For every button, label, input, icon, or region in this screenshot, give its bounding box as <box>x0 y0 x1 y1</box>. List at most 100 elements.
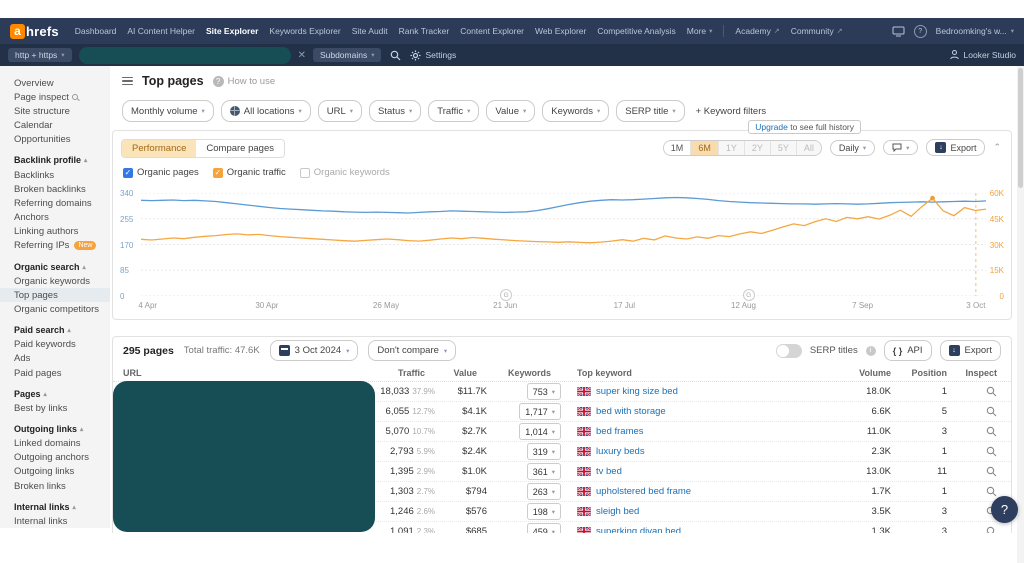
range-2y[interactable]: 2Y <box>744 141 770 155</box>
filter-keywords[interactable]: Keywords▾ <box>542 100 609 122</box>
column-header-inspect[interactable]: Inspect <box>947 368 1001 378</box>
looker-studio-link[interactable]: Looker Studio <box>950 50 1016 60</box>
top-keyword-link[interactable]: super king size bed <box>596 386 678 397</box>
sidebar-item-opportunities[interactable]: Opportunities <box>0 133 110 147</box>
filter-monthly-volume[interactable]: Monthly volume▾ <box>122 100 214 122</box>
sidebar-item-backlinks[interactable]: Backlinks <box>0 168 110 182</box>
legend-organic-keywords[interactable]: Organic keywords <box>300 167 390 178</box>
sidebar-section-organic-search[interactable]: Organic search▴ <box>0 259 110 274</box>
sidebar-item-internal-links[interactable]: Internal links <box>0 514 110 528</box>
sidebar-item-broken-links[interactable]: Broken links <box>0 479 110 493</box>
filter-serp-title[interactable]: SERP title▾ <box>616 100 684 122</box>
menu-icon[interactable] <box>122 77 133 86</box>
range-1y[interactable]: 1Y <box>718 141 744 155</box>
sidebar-item-referring-ips[interactable]: Referring IPsNew <box>0 239 110 253</box>
sidebar-item-site-structure[interactable]: Site structure <box>0 104 110 118</box>
keywords-dropdown[interactable]: 198 ▾ <box>527 503 561 520</box>
chart-export-button[interactable]: ↓ Export <box>926 139 985 156</box>
filter-status[interactable]: Status▾ <box>369 100 421 122</box>
keywords-dropdown[interactable]: 753 ▾ <box>527 383 561 400</box>
tab-compare-pages[interactable]: Compare pages <box>196 140 284 157</box>
sidebar-item-top-pages[interactable]: Top pages <box>0 288 110 302</box>
top-keyword-link[interactable]: sleigh bed <box>596 506 639 517</box>
sidebar-item-referring-domains[interactable]: Referring domains <box>0 196 110 210</box>
nav-link-academy[interactable]: Academy↗ <box>735 26 779 36</box>
column-header-keywords[interactable]: Keywords <box>477 368 561 378</box>
sidebar-section-paid-search[interactable]: Paid search▴ <box>0 323 110 338</box>
google-update-marker[interactable]: G <box>743 289 755 301</box>
display-icon[interactable] <box>892 26 905 37</box>
nav-item-more[interactable]: More▾ <box>687 26 713 36</box>
column-header-position[interactable]: Position <box>891 368 947 378</box>
ahrefs-logo[interactable]: a hrefs <box>10 24 59 39</box>
inspect-icon[interactable] <box>986 466 997 477</box>
sidebar-section-outgoing-links[interactable]: Outgoing links▴ <box>0 421 110 436</box>
inspect-icon[interactable] <box>986 406 997 417</box>
api-button[interactable]: { } API <box>884 340 932 361</box>
support-button[interactable]: ? <box>991 496 1018 523</box>
compare-dropdown[interactable]: Don't compare▾ <box>368 340 456 361</box>
collapse-chart-icon[interactable]: ⌃ <box>993 142 1001 153</box>
sidebar-section-pages[interactable]: Pages▴ <box>0 386 110 401</box>
top-keyword-link[interactable]: bed with storage <box>596 406 666 417</box>
column-header-traffic[interactable]: Traffic <box>337 368 425 378</box>
keywords-dropdown[interactable]: 1,717 ▾ <box>519 403 561 420</box>
keywords-dropdown[interactable]: 1,014 ▾ <box>519 423 561 440</box>
legend-organic-traffic[interactable]: ✓Organic traffic <box>213 167 286 178</box>
search-icon[interactable] <box>390 50 401 61</box>
date-picker[interactable]: 3 Oct 2024▾ <box>270 340 359 361</box>
inspect-icon[interactable] <box>986 426 997 437</box>
inspect-icon[interactable] <box>986 526 997 533</box>
filter-value[interactable]: Value▾ <box>486 100 535 122</box>
sidebar-item-best-by-links[interactable]: Best by links <box>0 401 110 415</box>
legend-organic-pages[interactable]: ✓Organic pages <box>123 167 199 178</box>
keyword-filters-button[interactable]: + Keyword filters <box>696 106 767 117</box>
help-icon[interactable]: ? <box>914 25 927 38</box>
google-update-marker[interactable]: G <box>500 289 512 301</box>
nav-item-site-audit[interactable]: Site Audit <box>352 26 388 36</box>
range-1m[interactable]: 1M <box>664 141 691 155</box>
nav-item-competitive-analysis[interactable]: Competitive Analysis <box>597 26 675 36</box>
how-to-use-link[interactable]: ? How to use <box>213 76 276 87</box>
top-keyword-link[interactable]: bed frames <box>596 426 644 437</box>
nav-item-dashboard[interactable]: Dashboard <box>75 26 117 36</box>
keywords-dropdown[interactable]: 459 ▾ <box>527 523 561 533</box>
column-header-top-keyword[interactable]: Top keyword <box>561 368 829 378</box>
scrollbar[interactable] <box>1017 66 1024 563</box>
clear-icon[interactable]: ✕ <box>298 50 306 61</box>
filter-url[interactable]: URL▾ <box>318 100 362 122</box>
protocol-dropdown[interactable]: http + https▾ <box>8 48 72 62</box>
table-export-button[interactable]: ↓ Export <box>940 340 1001 361</box>
column-header-value[interactable]: Value <box>425 368 477 378</box>
inspect-icon[interactable] <box>986 446 997 457</box>
top-keyword-link[interactable]: tv bed <box>596 466 622 477</box>
sidebar-item-paid-pages[interactable]: Paid pages <box>0 366 110 380</box>
sidebar-item-page-inspect[interactable]: Page inspect <box>0 90 110 104</box>
keywords-dropdown[interactable]: 263 ▾ <box>527 483 561 500</box>
range-6m[interactable]: 6M <box>690 141 718 155</box>
column-header-url[interactable]: URL <box>123 368 337 378</box>
sidebar-section-internal-links[interactable]: Internal links▴ <box>0 499 110 514</box>
keywords-dropdown[interactable]: 319 ▾ <box>527 443 561 460</box>
nav-link-community[interactable]: Community↗ <box>791 26 843 36</box>
target-input-redacted[interactable] <box>79 47 291 64</box>
sidebar-item-outgoing-anchors[interactable]: Outgoing anchors <box>0 451 110 465</box>
sidebar-item-anchors[interactable]: Anchors <box>0 211 110 225</box>
top-keyword-link[interactable]: upholstered bed frame <box>596 486 691 497</box>
mode-dropdown[interactable]: Subdomains▾ <box>313 48 382 62</box>
sidebar-section-backlink-profile[interactable]: Backlink profile▴ <box>0 153 110 168</box>
tab-performance[interactable]: Performance <box>122 140 196 157</box>
sidebar-item-paid-keywords[interactable]: Paid keywords <box>0 338 110 352</box>
sidebar-item-overview[interactable]: Overview <box>0 76 110 90</box>
keywords-dropdown[interactable]: 361 ▾ <box>527 463 561 480</box>
account-menu[interactable]: Bedroomking's w... ▾ <box>936 26 1014 36</box>
range-all[interactable]: All <box>796 141 821 155</box>
nav-item-ai-content-helper[interactable]: AI Content Helper <box>127 26 195 36</box>
sidebar-item-broken-backlinks[interactable]: Broken backlinks <box>0 182 110 196</box>
nav-item-web-explorer[interactable]: Web Explorer <box>535 26 586 36</box>
column-header-volume[interactable]: Volume <box>829 368 891 378</box>
nav-item-keywords-explorer[interactable]: Keywords Explorer <box>269 26 340 36</box>
sidebar-item-linking-authors[interactable]: Linking authors <box>0 225 110 239</box>
notes-dropdown[interactable]: ▾ <box>883 140 918 155</box>
nav-item-content-explorer[interactable]: Content Explorer <box>460 26 524 36</box>
